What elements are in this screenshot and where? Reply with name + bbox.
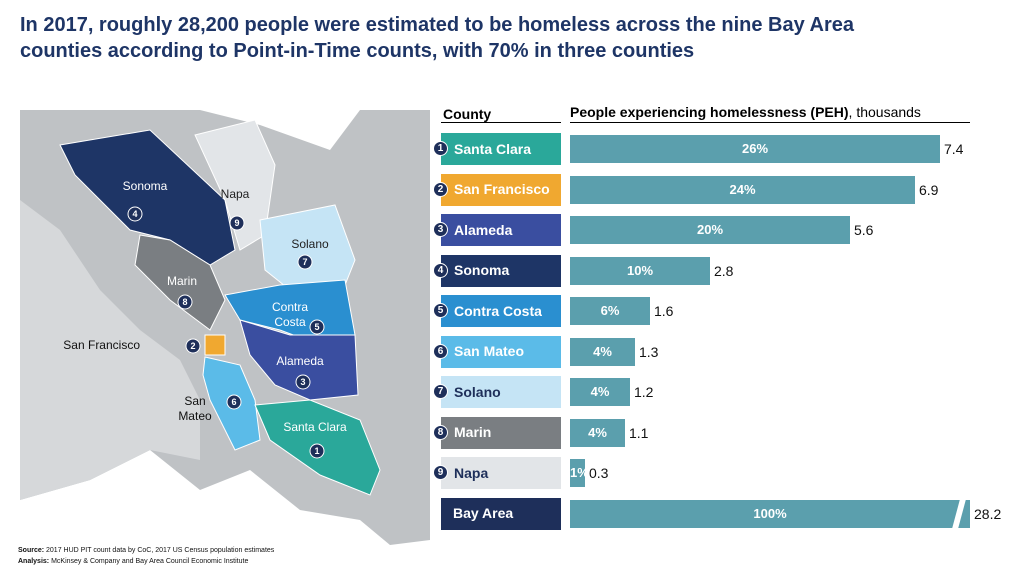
percent-label: 10% — [626, 262, 654, 278]
map-badge-number: 3 — [300, 377, 305, 387]
category-box: Solano — [441, 376, 561, 408]
chart-title-main: People experiencing homelessness (PEH) — [570, 104, 849, 120]
category-box: Napa — [441, 457, 561, 489]
rank-badge: 2 — [433, 181, 448, 197]
value-label: 6.9 — [919, 181, 939, 198]
bar — [570, 378, 630, 406]
bar — [570, 256, 710, 285]
percent-label: 20% — [696, 222, 724, 237]
percent-label: 4% — [588, 424, 607, 440]
percent-label: 100% — [753, 505, 787, 521]
chart-title-unit: , thousands — [848, 104, 921, 120]
rank-badge: 9 — [433, 465, 448, 480]
map-badge — [127, 206, 143, 222]
percent-label: 24% — [729, 181, 756, 197]
rank-badge: 6 — [433, 343, 448, 359]
value-label: 0.3 — [589, 465, 609, 481]
category-box: Alameda — [441, 214, 561, 246]
map-label: Sonoma — [123, 179, 168, 193]
map-badge-number: 7 — [302, 257, 307, 267]
analysis: Analysis: McKinsey & Company and Bay Are… — [18, 558, 248, 565]
map-label: Solano — [291, 237, 329, 251]
map-badge — [226, 394, 242, 410]
map-badge-number: 4 — [132, 209, 137, 219]
map-label: San — [184, 394, 205, 408]
bar — [570, 337, 635, 366]
category-box: San Mateo — [441, 335, 561, 368]
bar — [570, 216, 850, 244]
map-badge — [229, 215, 245, 231]
percent-label: 4% — [593, 343, 612, 359]
value-label: 5.6 — [854, 222, 874, 238]
value-label: 1.3 — [639, 343, 659, 360]
map-badge — [177, 294, 193, 310]
san-francisco — [204, 334, 226, 356]
map-badge-number: 9 — [234, 218, 239, 228]
value-label: 1.1 — [629, 424, 649, 441]
value-label: 28.2 — [974, 505, 1002, 522]
bar — [570, 175, 915, 204]
bar — [570, 418, 625, 447]
category-box: San Francisco — [441, 173, 561, 206]
map-badge — [297, 254, 313, 270]
rank-badge: 7 — [433, 384, 448, 399]
map-label: Costa — [274, 315, 306, 329]
percent-label: 1% — [570, 465, 589, 480]
header-rule — [441, 122, 561, 123]
bar — [570, 459, 585, 487]
percent-label: 6% — [600, 303, 620, 318]
map-badge-number: 5 — [314, 322, 319, 332]
map-label: Santa Clara — [283, 420, 347, 434]
rank-badge: 3 — [433, 222, 448, 237]
map-badge — [185, 338, 201, 354]
header-rule — [570, 122, 970, 123]
percent-label: 26% — [741, 141, 769, 156]
source-text: 2017 HUD PIT count data by CoC, 2017 US … — [46, 547, 275, 554]
bar — [570, 499, 970, 528]
map-badge-number: 8 — [182, 297, 187, 307]
analysis-label: Analysis: — [18, 558, 50, 565]
title: In 2017, roughly 28,200 people were esti… — [20, 14, 855, 36]
bar — [570, 297, 650, 325]
map-badge-number: 1 — [314, 446, 319, 456]
percent-label: 4% — [590, 384, 610, 399]
map-label: Contra — [272, 300, 308, 314]
category-box: Marin — [441, 416, 561, 449]
map-badge — [295, 374, 311, 390]
value-label: 7.4 — [944, 141, 964, 157]
map-label: San Francisco — [63, 338, 140, 352]
category-box: Bay Area — [441, 497, 561, 530]
bar — [570, 135, 940, 163]
value-label: 1.6 — [654, 303, 674, 319]
analysis-text: McKinsey & Company and Bay Area Council … — [51, 558, 249, 565]
title: counties according to Point-in-Time coun… — [20, 40, 695, 62]
land — [20, 200, 200, 500]
rank-badge: 1 — [433, 141, 448, 156]
map-badge — [309, 443, 325, 459]
value-label: 1.2 — [634, 384, 654, 400]
chart-title: People experiencing homelessness (PEH), … — [570, 104, 921, 120]
rank-badge: 8 — [433, 424, 448, 440]
map-badge-number: 2 — [190, 341, 195, 351]
rank-badge: 5 — [433, 303, 448, 318]
category-box: Sonoma — [441, 254, 561, 287]
rank-badge: 4 — [433, 262, 448, 278]
alameda — [239, 319, 359, 401]
category-box: Santa Clara — [441, 133, 561, 165]
map-label: Mateo — [178, 409, 212, 423]
map-label: Marin — [167, 274, 197, 288]
category-header: County — [443, 106, 492, 122]
value-label: 2.8 — [714, 262, 734, 279]
map-label: Napa — [221, 187, 250, 201]
map-badge-number: 6 — [231, 397, 236, 407]
source-label: Source: — [18, 547, 45, 554]
category-box: Contra Costa — [441, 295, 561, 327]
map-badge — [309, 319, 325, 335]
map-label: Alameda — [276, 354, 324, 368]
marin — [134, 234, 226, 331]
source: Source: 2017 HUD PIT count data by CoC, … — [18, 547, 274, 554]
